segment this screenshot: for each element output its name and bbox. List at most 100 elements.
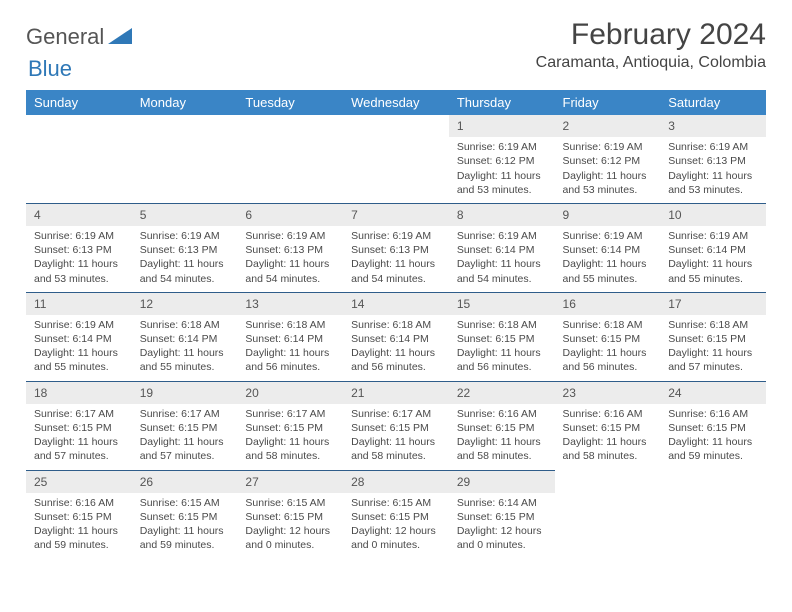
day-details: Sunrise: 6:18 AMSunset: 6:14 PMDaylight:… <box>343 315 449 381</box>
daylight-text: Daylight: 11 hours and 54 minutes. <box>457 257 547 285</box>
calendar-table: Sunday Monday Tuesday Wednesday Thursday… <box>26 90 766 558</box>
calendar-day-cell: 11Sunrise: 6:19 AMSunset: 6:14 PMDayligh… <box>26 292 132 381</box>
daylight-text: Daylight: 12 hours and 0 minutes. <box>351 524 441 552</box>
sunset-text: Sunset: 6:13 PM <box>140 243 230 257</box>
day-details: Sunrise: 6:15 AMSunset: 6:15 PMDaylight:… <box>132 493 238 559</box>
day-number: 9 <box>555 203 661 226</box>
day-number: 22 <box>449 381 555 404</box>
calendar-day-cell: 21Sunrise: 6:17 AMSunset: 6:15 PMDayligh… <box>343 381 449 470</box>
daylight-text: Daylight: 11 hours and 56 minutes. <box>563 346 653 374</box>
calendar-day-cell: 3Sunrise: 6:19 AMSunset: 6:13 PMDaylight… <box>660 115 766 203</box>
calendar-day-cell <box>343 115 449 203</box>
day-details: Sunrise: 6:17 AMSunset: 6:15 PMDaylight:… <box>132 404 238 470</box>
sunset-text: Sunset: 6:14 PM <box>245 332 335 346</box>
day-details: Sunrise: 6:18 AMSunset: 6:15 PMDaylight:… <box>555 315 661 381</box>
calendar-day-cell <box>237 115 343 203</box>
sunset-text: Sunset: 6:12 PM <box>457 154 547 168</box>
day-details: Sunrise: 6:19 AMSunset: 6:13 PMDaylight:… <box>26 226 132 292</box>
sunset-text: Sunset: 6:15 PM <box>140 510 230 524</box>
day-details: Sunrise: 6:14 AMSunset: 6:15 PMDaylight:… <box>449 493 555 559</box>
daylight-text: Daylight: 11 hours and 57 minutes. <box>34 435 124 463</box>
sunset-text: Sunset: 6:15 PM <box>563 332 653 346</box>
calendar-day-cell <box>26 115 132 203</box>
day-details: Sunrise: 6:19 AMSunset: 6:12 PMDaylight:… <box>449 137 555 203</box>
sunrise-text: Sunrise: 6:17 AM <box>351 407 441 421</box>
daylight-text: Daylight: 11 hours and 56 minutes. <box>457 346 547 374</box>
daylight-text: Daylight: 12 hours and 0 minutes. <box>245 524 335 552</box>
day-number: 20 <box>237 381 343 404</box>
daylight-text: Daylight: 11 hours and 54 minutes. <box>245 257 335 285</box>
sunset-text: Sunset: 6:15 PM <box>563 421 653 435</box>
day-details: Sunrise: 6:18 AMSunset: 6:14 PMDaylight:… <box>132 315 238 381</box>
daylight-text: Daylight: 11 hours and 53 minutes. <box>34 257 124 285</box>
calendar-day-cell: 19Sunrise: 6:17 AMSunset: 6:15 PMDayligh… <box>132 381 238 470</box>
sunrise-text: Sunrise: 6:19 AM <box>34 229 124 243</box>
daylight-text: Daylight: 11 hours and 54 minutes. <box>140 257 230 285</box>
day-number: 24 <box>660 381 766 404</box>
calendar-day-cell: 13 Sunrise: 6:18 AMSunset: 6:14 PMDayligh… <box>237 292 343 381</box>
daylight-text: Daylight: 11 hours and 53 minutes. <box>668 169 758 197</box>
sunset-text: Sunset: 6:14 PM <box>563 243 653 257</box>
sunrise-text: Sunrise: 6:19 AM <box>140 229 230 243</box>
day-number: 29 <box>449 470 555 493</box>
sunrise-text: Sunrise: 6:19 AM <box>563 140 653 154</box>
daylight-text: Daylight: 11 hours and 55 minutes. <box>140 346 230 374</box>
day-details: Sunrise: 6:19 AMSunset: 6:14 PMDaylight:… <box>449 226 555 292</box>
calendar-day-cell <box>660 470 766 559</box>
weekday-header-row: Sunday Monday Tuesday Wednesday Thursday… <box>26 90 766 115</box>
daylight-text: Daylight: 11 hours and 56 minutes. <box>245 346 335 374</box>
day-details: Sunrise: 6:17 AMSunset: 6:15 PMDaylight:… <box>343 404 449 470</box>
month-title: February 2024 <box>536 18 766 52</box>
sunset-text: Sunset: 6:15 PM <box>245 421 335 435</box>
sunrise-text: Sunrise: 6:17 AM <box>140 407 230 421</box>
sunset-text: Sunset: 6:13 PM <box>34 243 124 257</box>
daylight-text: Daylight: 11 hours and 59 minutes. <box>140 524 230 552</box>
daylight-text: Daylight: 11 hours and 58 minutes. <box>245 435 335 463</box>
calendar-day-cell: 12Sunrise: 6:18 AMSunset: 6:14 PMDayligh… <box>132 292 238 381</box>
sunset-text: Sunset: 6:13 PM <box>668 154 758 168</box>
calendar-week-row: 11Sunrise: 6:19 AMSunset: 6:14 PMDayligh… <box>26 292 766 381</box>
sunset-text: Sunset: 6:14 PM <box>457 243 547 257</box>
daylight-text: Daylight: 11 hours and 57 minutes. <box>140 435 230 463</box>
day-number: 2 <box>555 115 661 137</box>
sunset-text: Sunset: 6:15 PM <box>34 421 124 435</box>
weekday-header: Monday <box>132 90 238 115</box>
day-number: 26 <box>132 470 238 493</box>
day-details: Sunrise: 6:19 AMSunset: 6:14 PMDaylight:… <box>555 226 661 292</box>
sunset-text: Sunset: 6:15 PM <box>245 510 335 524</box>
calendar-day-cell: 22Sunrise: 6:16 AMSunset: 6:15 PMDayligh… <box>449 381 555 470</box>
sunrise-text: Sunrise: 6:18 AM <box>351 318 441 332</box>
calendar-day-cell: 10Sunrise: 6:19 AMSunset: 6:14 PMDayligh… <box>660 203 766 292</box>
day-details: Sunrise: 6:16 AMSunset: 6:15 PMDaylight:… <box>449 404 555 470</box>
calendar-day-cell: 4Sunrise: 6:19 AMSunset: 6:13 PMDaylight… <box>26 203 132 292</box>
sunrise-text: Sunrise: 6:17 AM <box>34 407 124 421</box>
day-number: 13 <box>237 292 343 315</box>
day-details: Sunrise: 6:17 AMSunset: 6:15 PMDaylight:… <box>26 404 132 470</box>
sunrise-text: Sunrise: 6:18 AM <box>140 318 230 332</box>
daylight-text: Daylight: 11 hours and 58 minutes. <box>563 435 653 463</box>
sunset-text: Sunset: 6:15 PM <box>351 510 441 524</box>
calendar-day-cell: 17Sunrise: 6:18 AMSunset: 6:15 PMDayligh… <box>660 292 766 381</box>
daylight-text: Daylight: 11 hours and 58 minutes. <box>457 435 547 463</box>
weekday-header: Wednesday <box>343 90 449 115</box>
day-number: 8 <box>449 203 555 226</box>
sunrise-text: Sunrise: 6:18 AM <box>245 318 335 332</box>
calendar-day-cell: 29Sunrise: 6:14 AMSunset: 6:15 PMDayligh… <box>449 470 555 559</box>
calendar-day-cell: 20 Sunrise: 6:17 AMSunset: 6:15 PMDayligh… <box>237 381 343 470</box>
sunrise-text: Sunrise: 6:17 AM <box>245 407 335 421</box>
day-details: Sunrise: 6:19 AMSunset: 6:13 PMDaylight:… <box>660 137 766 203</box>
daylight-text: Daylight: 11 hours and 55 minutes. <box>563 257 653 285</box>
calendar-day-cell: 6Sunrise: 6:19 AMSunset: 6:13 PMDaylight… <box>237 203 343 292</box>
sunset-text: Sunset: 6:12 PM <box>563 154 653 168</box>
weekday-header: Saturday <box>660 90 766 115</box>
title-block: February 2024 Caramanta, Antioquia, Colo… <box>536 18 766 72</box>
day-number: 23 <box>555 381 661 404</box>
day-details: Sunrise: 6:19 AMSunset: 6:14 PMDaylight:… <box>26 315 132 381</box>
calendar-day-cell: 27Sunrise: 6:15 AMSunset: 6:15 PMDayligh… <box>237 470 343 559</box>
daylight-text: Daylight: 11 hours and 56 minutes. <box>351 346 441 374</box>
day-details: Sunrise: 6:15 AMSunset: 6:15 PMDaylight:… <box>343 493 449 559</box>
calendar-day-cell: 23Sunrise: 6:16 AMSunset: 6:15 PMDayligh… <box>555 381 661 470</box>
calendar-day-cell: 2Sunrise: 6:19 AMSunset: 6:12 PMDaylight… <box>555 115 661 203</box>
day-number: 17 <box>660 292 766 315</box>
sunset-text: Sunset: 6:15 PM <box>351 421 441 435</box>
